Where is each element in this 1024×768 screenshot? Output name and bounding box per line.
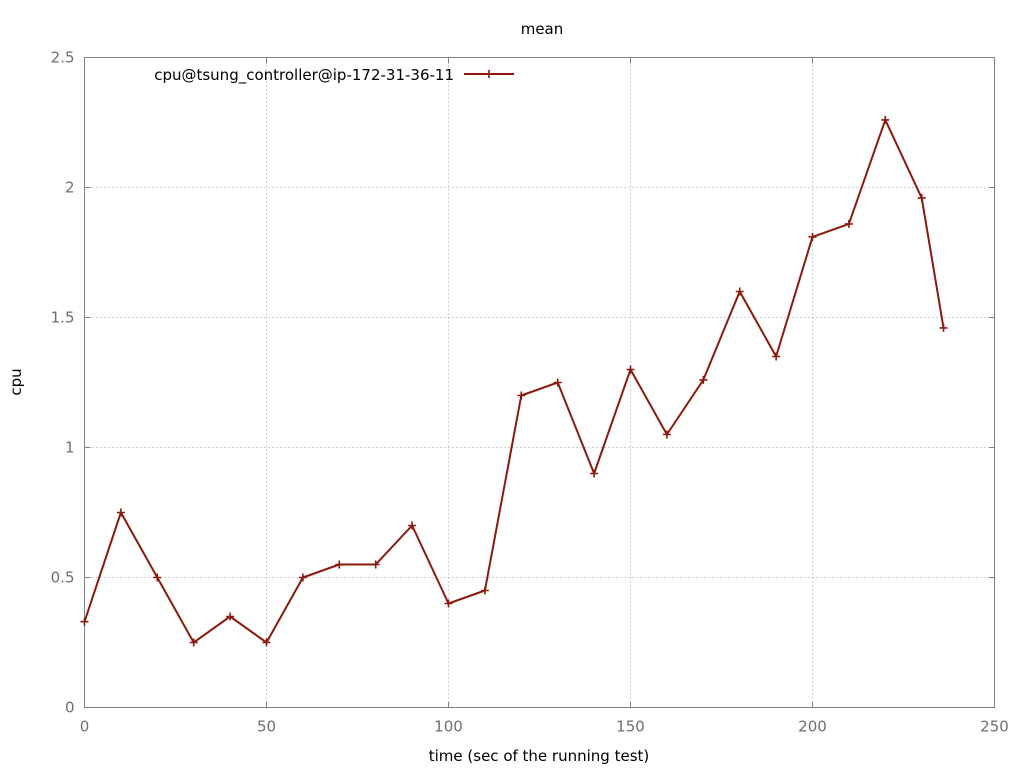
x-tick-label: 250 (980, 718, 1009, 736)
data-point (517, 391, 526, 400)
x-tick-label: 50 (257, 718, 276, 736)
x-axis-label: time (sec of the running test) (429, 747, 650, 765)
y-tick-label: 0.5 (51, 569, 75, 587)
y-axis-tick-labels: 0 0.5 1 1.5 2 2.5 (51, 49, 75, 717)
data-point (626, 365, 635, 374)
data-point (917, 193, 926, 202)
data-point (553, 378, 562, 387)
legend-label: cpu@tsung_controller@ip-172-31-36-11 (154, 66, 454, 85)
data-point (735, 287, 744, 296)
y-tick-label: 1 (65, 439, 75, 457)
data-point (80, 617, 89, 626)
data-point (226, 612, 235, 621)
data-point (772, 352, 781, 361)
data-point (699, 375, 708, 384)
data-point (590, 469, 599, 478)
chart-title: mean (521, 20, 564, 38)
data-point (808, 232, 817, 241)
data-point (408, 521, 417, 530)
data-point (262, 638, 271, 647)
data-point (844, 219, 853, 228)
data-point (189, 638, 198, 647)
y-axis-label: cpu (7, 368, 25, 395)
x-tick-label: 100 (434, 718, 463, 736)
x-axis-tick-labels: 0 50 100 150 200 250 (80, 718, 1009, 736)
x-tick-label: 200 (798, 718, 827, 736)
data-point (881, 115, 890, 124)
data-point (371, 560, 380, 569)
data-point (444, 599, 453, 608)
series-cpu (80, 115, 948, 647)
grid (84, 57, 995, 708)
axis-ticks (84, 57, 995, 708)
data-point (662, 430, 671, 439)
data-point (116, 508, 125, 517)
y-tick-label: 2.5 (51, 49, 75, 67)
y-tick-label: 0 (65, 699, 75, 717)
x-tick-label: 0 (80, 718, 90, 736)
x-tick-label: 150 (616, 718, 645, 736)
legend-marker-plus (485, 70, 493, 78)
data-point (939, 323, 948, 332)
series-line (83, 118, 945, 644)
data-point (335, 560, 344, 569)
y-tick-label: 2 (65, 179, 75, 197)
y-tick-label: 1.5 (51, 309, 75, 327)
data-point (480, 586, 489, 595)
data-point (298, 573, 307, 582)
legend-marker (485, 70, 493, 78)
data-point (153, 573, 162, 582)
legend: cpu@tsung_controller@ip-172-31-36-11 (154, 66, 514, 85)
plot-frame (84, 57, 995, 708)
